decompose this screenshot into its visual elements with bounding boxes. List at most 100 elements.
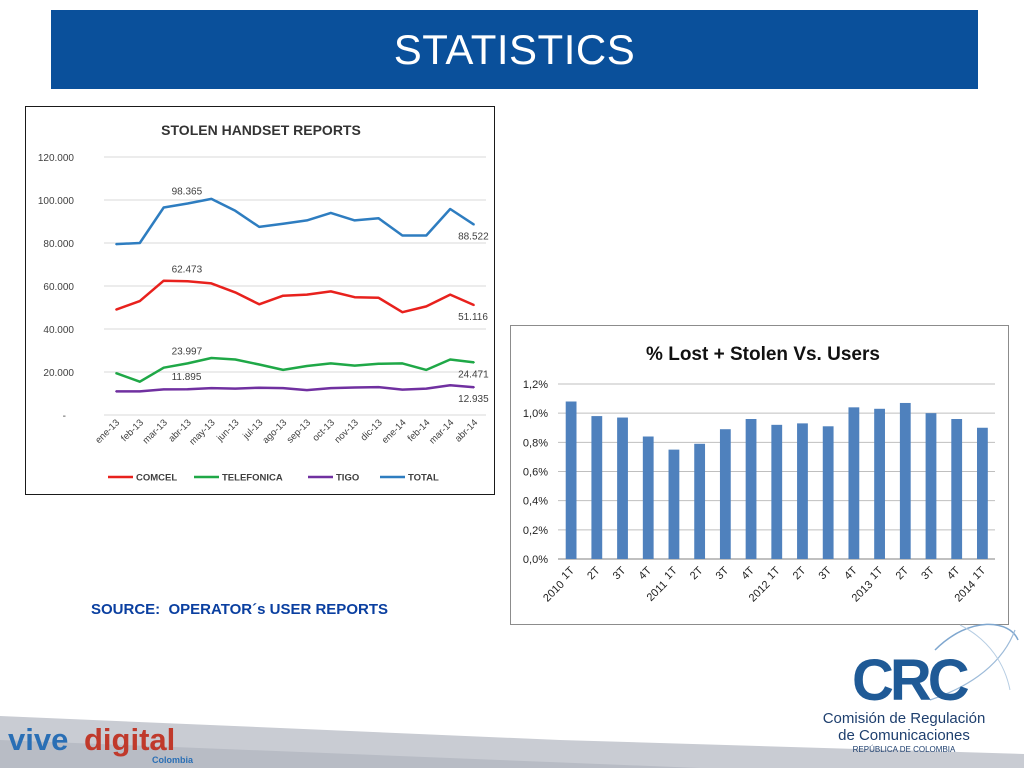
crc-mark: CRC — [852, 648, 969, 713]
stolen-handset-chart: STOLEN HANDSET REPORTS - 20.000 40.000 60.00… — [25, 106, 495, 495]
bar — [977, 427, 988, 559]
bar — [899, 402, 911, 559]
data-point — [306, 293, 308, 296]
data-point — [401, 234, 404, 237]
slide-title: STATISTICS — [393, 25, 636, 73]
series-line-total — [115, 197, 475, 246]
bar — [617, 417, 628, 559]
data-point — [115, 372, 117, 374]
data-point — [258, 226, 260, 228]
data-point — [425, 387, 428, 390]
data-point — [234, 358, 237, 361]
bar — [642, 436, 654, 559]
data-point — [401, 362, 404, 365]
data-point — [353, 386, 356, 389]
y-tick-label: 40.000 — [43, 325, 74, 336]
y-tick-label: 120.000 — [38, 153, 75, 164]
data-point — [186, 280, 189, 283]
data-point — [115, 390, 117, 393]
data-point — [282, 294, 284, 297]
data-point — [210, 387, 213, 389]
data-point — [162, 366, 165, 369]
data-point — [258, 303, 260, 306]
series-line-comcel — [115, 279, 475, 314]
data-label: 23.997 — [172, 346, 203, 357]
legend-label: TOTAL — [408, 473, 439, 484]
bar — [565, 401, 577, 559]
data-label: 88.522 — [458, 232, 489, 243]
bar — [797, 423, 808, 559]
title-banner: STATISTICS — [51, 10, 978, 89]
data-point — [115, 243, 117, 245]
bar — [848, 407, 860, 559]
data-point — [139, 380, 141, 383]
data-point — [449, 293, 451, 296]
y-tick-label: 0,6% — [523, 467, 548, 479]
y-tick-label: 0,2% — [523, 525, 548, 537]
data-point — [425, 369, 428, 371]
y-tick-label: 1,2% — [523, 379, 548, 391]
data-point — [139, 390, 141, 393]
data-point — [210, 198, 213, 200]
data-point — [425, 234, 428, 237]
bar — [925, 413, 937, 559]
data-point — [306, 389, 308, 391]
data-point — [186, 202, 189, 205]
data-point — [473, 223, 475, 226]
vive-logo-word: vive — [8, 722, 68, 757]
data-label: 98.365 — [172, 187, 203, 198]
data-point — [258, 363, 260, 366]
y-tick-label: 0,0% — [523, 554, 548, 566]
chart-title: % Lost + Stolen Vs. Users — [646, 344, 880, 365]
bar — [719, 429, 731, 559]
y-tick-label: 80.000 — [43, 239, 74, 250]
data-point — [139, 300, 141, 302]
legend-label: COMCEL — [136, 473, 177, 484]
data-point — [115, 308, 117, 311]
bar — [874, 408, 885, 559]
data-point — [210, 357, 213, 359]
data-point — [353, 364, 356, 367]
crc-orbit-2 — [929, 629, 1016, 701]
data-point — [162, 279, 165, 282]
crc-orbit-1 — [934, 623, 1019, 651]
data-point — [306, 365, 308, 367]
data-point — [186, 388, 189, 391]
data-point — [449, 358, 451, 361]
data-point — [139, 242, 141, 244]
data-point — [282, 222, 284, 225]
data-label: 12.935 — [458, 394, 489, 405]
data-point — [473, 304, 475, 306]
y-tick-label: - — [63, 411, 66, 422]
data-point — [306, 219, 308, 222]
y-tick-label: 0,4% — [523, 496, 548, 508]
legend-label: TELEFONICA — [222, 473, 283, 484]
data-point — [330, 387, 332, 389]
crc-name-line2: de Comunicaciones — [838, 727, 970, 744]
data-point — [377, 386, 380, 388]
footer-swoosh-dark — [0, 740, 700, 768]
bar — [951, 419, 963, 559]
data-point — [449, 384, 451, 387]
lost-stolen-chart: % Lost + Stolen Vs. Users 0,0% 0,2% 0,4% 0,6… — [510, 325, 1009, 625]
y-tick-label: 0,8% — [523, 437, 548, 449]
data-point — [234, 291, 237, 294]
bar — [822, 426, 834, 559]
crc-name-line1: Comisión de Regulación — [823, 710, 986, 727]
crc-logo: CRC Comisión de Regulación de Comunicaci… — [823, 623, 1019, 754]
data-point — [401, 388, 404, 391]
data-point — [162, 388, 165, 391]
data-point — [473, 361, 475, 364]
stolen-handset-chart-svg: STOLEN HANDSET REPORTS - 20.000 40.000 60.00… — [38, 122, 489, 484]
crc-orbit-3 — [959, 624, 1011, 691]
data-label: 62.473 — [172, 264, 203, 275]
crc-country: REPÚBLICA DE COLOMBIA — [853, 745, 956, 754]
legend-label: TIGO — [336, 473, 359, 484]
data-point — [377, 217, 380, 220]
y-tick-label: 1,0% — [523, 408, 548, 420]
digital-logo-word: digital — [84, 722, 175, 757]
data-label: 51.116 — [458, 312, 488, 323]
data-label: 11.895 — [172, 372, 202, 383]
data-point — [353, 219, 356, 222]
